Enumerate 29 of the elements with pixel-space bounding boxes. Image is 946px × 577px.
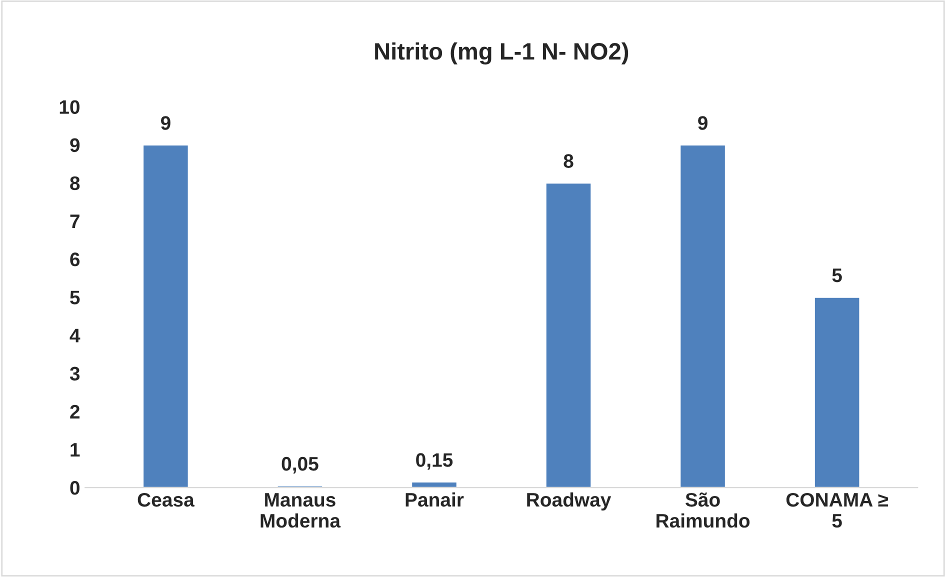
- y-tick-label: 1: [70, 443, 80, 457]
- y-tick-label: 6: [70, 252, 80, 266]
- y-tick-label: 0: [70, 481, 80, 495]
- y-tick-label: 5: [70, 290, 80, 304]
- data-label: 5: [832, 268, 842, 282]
- data-label: 0,05: [282, 456, 318, 474]
- y-tick-label: 8: [70, 176, 80, 190]
- y-tick-label: 10: [60, 100, 80, 114]
- data-label: 0,15: [416, 453, 453, 470]
- y-tick-label: 2: [70, 404, 80, 418]
- y-tick-label: 7: [70, 214, 80, 228]
- y-tick-label: 3: [70, 366, 80, 381]
- bar: [544, 182, 592, 488]
- x-tick-label: Ceasa: [138, 492, 194, 507]
- x-tick-label: Roadway: [527, 492, 612, 511]
- chart-title: Nitrito (mg L-1 N- NO2): [375, 42, 628, 65]
- bar: [679, 144, 726, 488]
- data-label: 9: [698, 116, 708, 130]
- y-tick-label: 4: [70, 328, 80, 342]
- y-tick-label: 9: [70, 138, 80, 152]
- x-tick-label: Panair: [406, 492, 464, 507]
- data-label: 9: [160, 116, 170, 130]
- x-tick-label: CONAMA ≥ 5: [786, 492, 888, 528]
- bar: [410, 481, 458, 488]
- bar: [142, 144, 190, 488]
- x-tick-label: Manaus Moderna: [260, 493, 341, 528]
- data-label: 8: [564, 154, 574, 168]
- bar: [814, 296, 861, 488]
- x-tick-label: São Raimundo: [656, 492, 750, 528]
